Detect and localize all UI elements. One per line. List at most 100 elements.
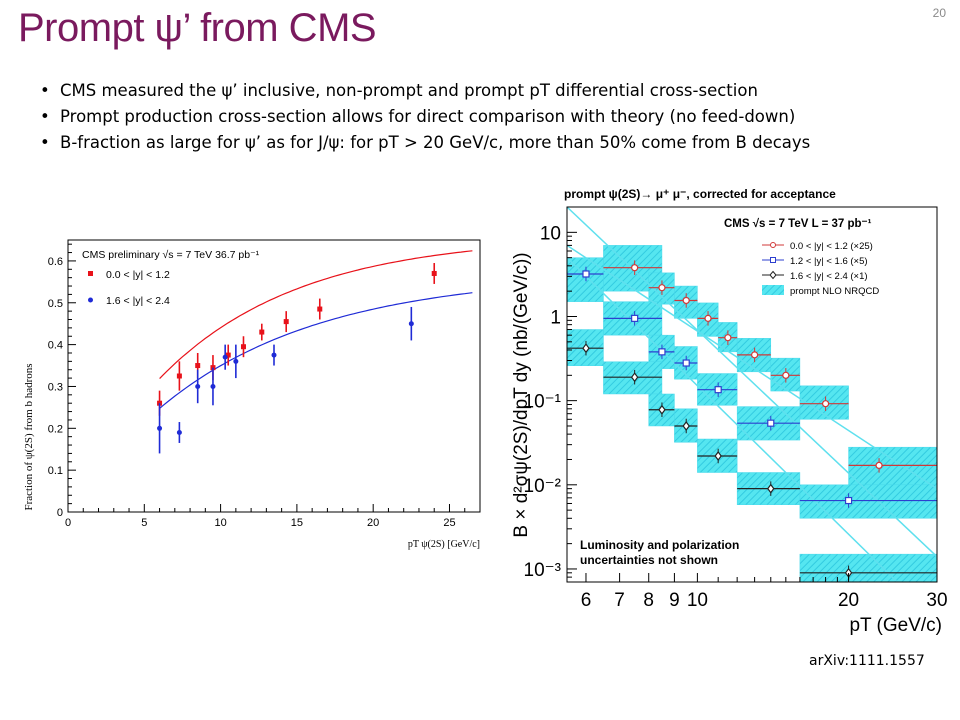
y-tick-label: 0.5 [48,298,63,310]
data-point [283,319,289,325]
data-point [240,344,246,350]
data-point [782,371,790,379]
y-tick-label: 0.4 [48,340,63,352]
legend-entry: 1.2 < |y| < 1.6 (×5) [790,256,868,267]
reference-citation: arXiv:1111.1557 [809,653,925,669]
bullet-list: CMS measured the ψ’ inclusive, non-promp… [40,78,950,156]
data-point [682,359,690,367]
bullet-item: CMS measured the ψ’ inclusive, non-promp… [40,78,950,104]
data-point [844,496,853,505]
data-point [714,450,722,461]
x-tick-label: 15 [291,517,303,529]
data-point [431,270,437,276]
data-point [714,386,722,394]
data-point [408,321,414,327]
data-point [157,425,163,431]
y-axis-label: Fraction of ψ(2S) from b hadrons [23,363,35,510]
theory-band [567,257,604,302]
legend-marker-blue [88,297,93,303]
data-point [821,400,830,408]
chart-title: prompt ψ(2S)→ μ⁺ μ⁻, corrected for accep… [564,187,836,201]
x-axis-label: pT (GeV/c) [849,615,942,636]
legend-entry-red: 0.0 < |y| < 1.2 [106,269,170,281]
legend-entry-blue: 1.6 < |y| < 2.4 [106,295,170,307]
data-point [631,264,639,272]
x-tick-label: 7 [614,590,625,611]
data-point [767,419,775,427]
data-point [210,383,216,389]
y-tick-label: 10⁻² [524,476,562,497]
data-point [176,373,182,379]
legend-entry: 0.0 < |y| < 1.2 (×25) [790,241,873,252]
x-tick-label: 10 [214,517,226,529]
data-point [682,420,690,431]
fit-curve [159,250,473,380]
y-tick-label: 0.2 [48,423,63,435]
legend-marker-red [88,271,93,276]
data-point [225,352,231,358]
data-point [259,329,265,335]
x-axis-label: pT ψ(2S) [GeV/c] [408,539,480,550]
plot-frame [566,206,938,583]
y-tick-label: 0.6 [48,256,63,268]
theory-line [567,207,937,558]
cross-section-chart: prompt ψ(2S)→ μ⁺ μ⁻, corrected for accep… [492,185,952,645]
x-tick-label: 9 [669,590,680,611]
x-tick-label: 0 [65,517,71,529]
x-tick-label: 30 [926,590,947,611]
y-tick-label: 1 [550,307,561,328]
data-point [875,461,883,470]
data-point [751,351,759,359]
data-point [317,306,323,312]
y-tick-label: 0.1 [48,465,63,477]
data-point [233,358,239,364]
data-point [222,354,228,360]
page-number: 20 [932,6,946,20]
slide-title: Prompt ψ’ from CMS [18,6,377,50]
data-point [682,296,690,305]
x-tick-label: 6 [581,590,592,611]
y-tick-label: 10 [540,223,561,244]
data-point [582,343,590,354]
y-axis-label: B × d²σψ(2S)/dpT dy (nb/(GeV/c)) [511,252,532,537]
data-point [658,348,666,356]
fit-curve [159,292,473,409]
bullet-item: Prompt production cross-section allows f… [40,104,950,130]
data-point [195,383,201,389]
data-point [631,314,639,322]
bullet-item: B-fraction as large for ψ’ as for J/ψ: f… [40,130,950,156]
b-fraction-chart: 0 5 10 15 20 25 0 0.1 0.2 0.3 0.4 0.5 0.6 Fraction o… [10,225,490,570]
data-point [630,372,639,383]
x-tick-label: 5 [141,517,147,529]
data-point [176,429,182,435]
data-point [271,352,277,358]
legend-band [762,285,784,295]
theory-line [567,257,898,582]
legend-header: CMS √s = 7 TeV L = 37 pb⁻¹ [724,217,872,230]
y-tick-label: 10⁻¹ [524,392,562,413]
data-point [658,284,666,292]
theory-line [567,244,937,490]
uncertainty-note: Luminosity and polarization uncertaintie… [580,538,743,567]
x-tick-label: 25 [443,517,455,529]
y-tick-label: 0.3 [48,381,63,393]
x-tick-label: 20 [838,590,859,611]
data-point [658,404,666,415]
x-tick-label: 20 [367,517,379,529]
plot-frame [67,239,481,513]
data-point [724,334,732,342]
y-tick-label: 10⁻³ [524,560,562,581]
legend-band-label: prompt NLO NRQCD [790,286,879,297]
data-point [582,270,590,278]
legend-marker [770,242,776,248]
data-point [704,314,712,322]
data-point [767,483,775,494]
legend-marker [770,257,776,263]
legend-header: CMS preliminary √s = 7 TeV 36.7 pb⁻¹ [82,249,260,261]
data-point [195,363,201,369]
y-tick-label: 0 [57,507,63,519]
x-tick-label: 8 [643,590,654,611]
legend-entry: 1.6 < |y| < 2.4 (×1) [790,271,868,282]
x-tick-label: 10 [687,590,708,611]
theory-band [799,484,937,519]
